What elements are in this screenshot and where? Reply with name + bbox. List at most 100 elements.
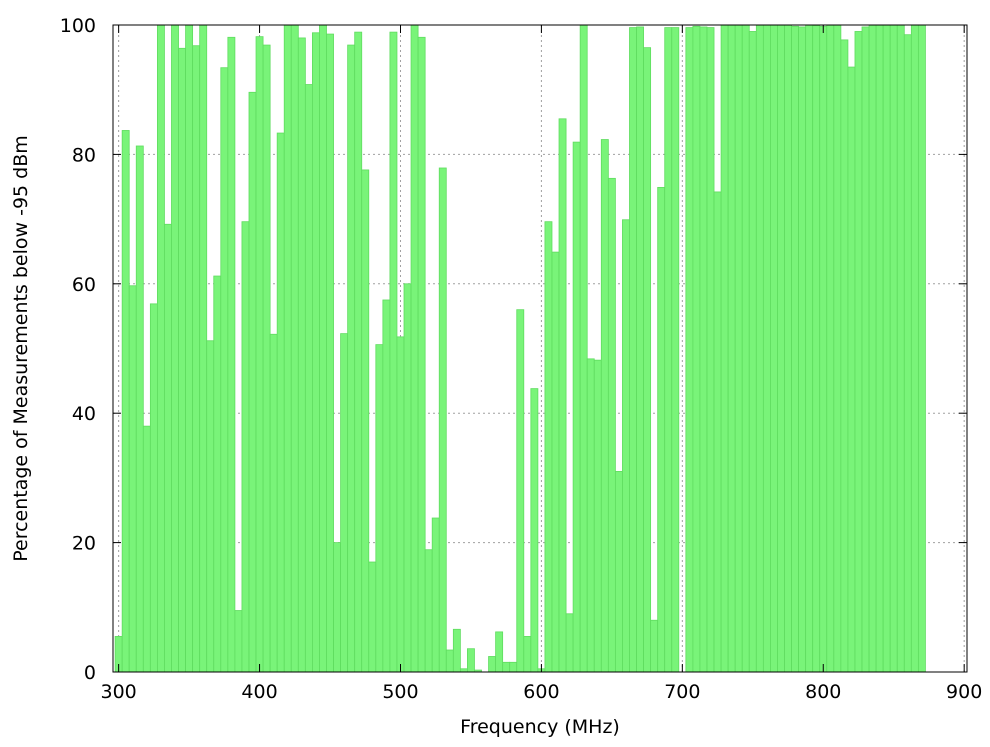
bar (777, 24, 785, 673)
bar (206, 340, 215, 673)
bar (699, 26, 708, 673)
y-tick-label: 80 (72, 144, 96, 166)
bar (403, 283, 412, 673)
bar (227, 36, 236, 673)
x-tick-label: 900 (946, 681, 982, 703)
bar (375, 344, 384, 673)
bar (149, 303, 158, 673)
bar (502, 661, 511, 673)
bar (312, 32, 320, 673)
bar (607, 177, 616, 673)
bar (297, 37, 306, 673)
bar (692, 25, 701, 673)
bar (347, 44, 356, 673)
bar (896, 24, 905, 673)
bar (629, 27, 637, 673)
y-tick-label: 60 (72, 274, 96, 296)
bar (643, 47, 652, 673)
bar (128, 285, 137, 673)
y-tick-labels: 0 20 40 60 80 100 (60, 15, 96, 684)
bar (445, 649, 454, 673)
bar (410, 24, 419, 673)
bar (833, 24, 842, 673)
plot-frame (112, 24, 968, 673)
bar (614, 471, 623, 673)
bar (213, 275, 222, 673)
bar (220, 67, 229, 673)
y-tick-label: 20 (72, 533, 96, 555)
bar (544, 221, 553, 673)
bar (706, 27, 715, 673)
x-tick-labels: 300 400 500 600 700 800 900 (101, 681, 983, 703)
bar (241, 221, 250, 673)
bar (819, 25, 828, 673)
bar (917, 24, 926, 673)
bar (382, 299, 391, 673)
bar (770, 24, 778, 673)
x-tick-label: 700 (664, 681, 700, 703)
bar (354, 31, 363, 673)
bar (509, 661, 518, 673)
bar (720, 24, 729, 673)
bar (762, 24, 771, 673)
bar (671, 27, 680, 673)
bar (368, 561, 377, 673)
bar (727, 24, 736, 673)
bar (255, 36, 264, 673)
bar (713, 191, 722, 673)
bar (248, 91, 257, 673)
bar (467, 648, 475, 673)
bar (622, 219, 630, 673)
bar (417, 36, 426, 673)
bar (269, 333, 278, 673)
bar (572, 141, 581, 673)
bar (734, 24, 743, 673)
axis-ticks (113, 24, 967, 673)
bar (333, 542, 341, 673)
y-tick-label: 40 (72, 403, 96, 425)
bar (389, 31, 398, 673)
bar (565, 613, 574, 673)
bar (812, 25, 821, 673)
bar (185, 24, 194, 673)
x-tick-label: 500 (382, 681, 418, 703)
bar (495, 631, 504, 673)
x-tick-label: 300 (101, 681, 137, 703)
bar (805, 24, 814, 673)
bar (636, 26, 644, 673)
bar (600, 139, 609, 673)
bar (171, 24, 179, 673)
bar (593, 359, 602, 673)
bar (791, 25, 799, 673)
bar (326, 33, 334, 673)
bar (192, 45, 201, 673)
x-tick-label: 400 (241, 681, 277, 703)
bar (234, 610, 243, 673)
bar (847, 66, 856, 673)
bar (361, 169, 370, 673)
bar (523, 636, 532, 673)
bar (854, 31, 863, 673)
bar (121, 130, 130, 673)
bar (290, 24, 299, 673)
bar (903, 34, 912, 673)
bar (488, 656, 497, 673)
bar (784, 24, 792, 673)
y-axis-title: Percentage of Measurements below -95 dBm (10, 135, 32, 562)
bar (262, 44, 271, 673)
bar (164, 223, 172, 673)
bars (114, 24, 926, 673)
x-tick-label: 800 (805, 681, 841, 703)
y-tick-label: 100 (60, 15, 96, 37)
bar (748, 31, 757, 673)
bar (283, 24, 292, 673)
bar (861, 26, 870, 673)
bar (452, 628, 461, 673)
bar (516, 309, 525, 673)
bar (650, 619, 659, 673)
bar (438, 167, 447, 673)
bar (798, 26, 807, 673)
bar (340, 333, 349, 673)
bar (910, 24, 919, 673)
